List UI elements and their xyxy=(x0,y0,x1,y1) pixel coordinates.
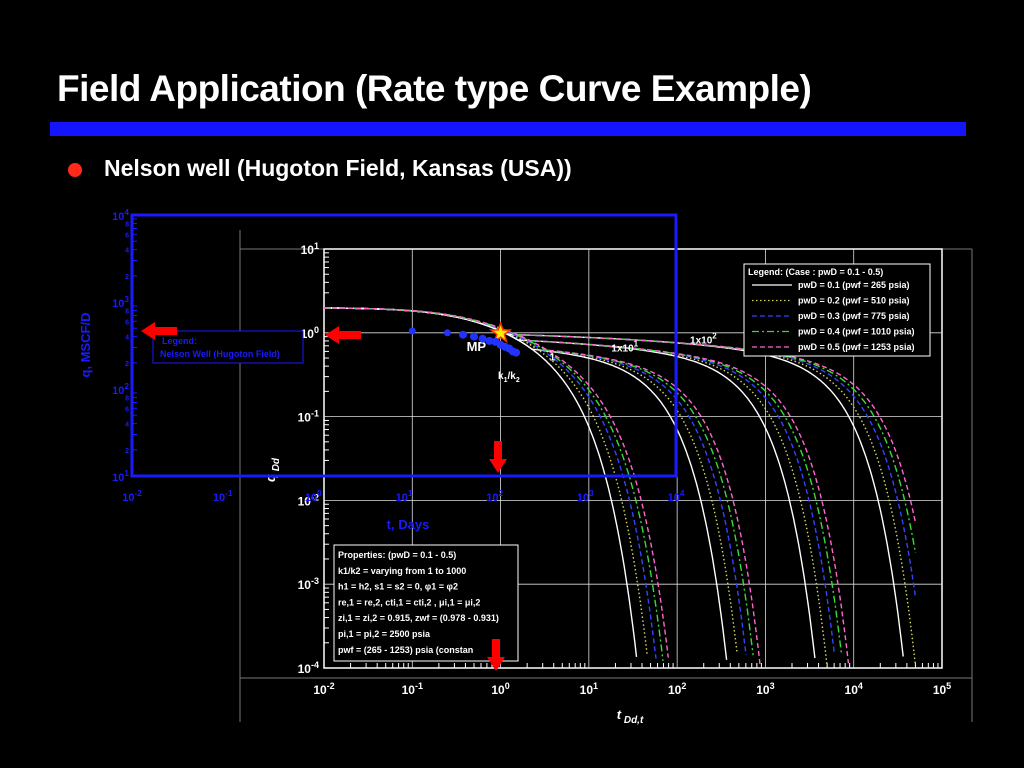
inset-x-tick-label: 10-1 xyxy=(213,489,233,504)
inset-y-minor-label: 6 xyxy=(125,406,129,413)
type-curve-100-5 xyxy=(324,307,850,664)
field-data-point xyxy=(478,334,487,343)
inset-y-minor-label: 8 xyxy=(125,308,129,315)
legend-entry-label: pwD = 0.1 (pwf = 265 psia) xyxy=(798,280,910,290)
inset-plot-frame xyxy=(130,213,678,478)
k-ratio-label: 1 xyxy=(550,352,556,363)
k-ratio-label: 1x102 xyxy=(690,331,717,346)
y-tick-label: 10-4 xyxy=(298,660,319,676)
legend-entry-label: pwD = 0.2 (pwf = 510 psia) xyxy=(798,296,910,306)
properties-line: h1 = h2, s1 = s2 = 0, φ1 = φ2 xyxy=(338,582,458,592)
field-data-point xyxy=(459,330,467,339)
x-tick-label: 105 xyxy=(933,681,951,697)
field-data-point xyxy=(443,329,451,337)
match-point-star xyxy=(488,320,513,344)
inset-y-tick-label: 101 xyxy=(112,469,129,484)
main-plot-frame xyxy=(323,248,943,669)
main-legend-box xyxy=(743,263,931,357)
legend-entry-label: pwD = 0.5 (pwf = 1253 psia) xyxy=(798,342,915,352)
field-data-point xyxy=(485,336,494,345)
properties-box xyxy=(333,544,519,662)
inset-x-tick-label: 102 xyxy=(486,489,503,504)
properties-line: zi,1 = zi,2 = 0.915, zwf = (0.978 - 0.93… xyxy=(338,613,499,623)
inset-legend-entry: Nelson Well (Hugoton Field) xyxy=(160,349,280,359)
main-legend-header: Legend: (Case : pwD = 0.1 - 0.5) xyxy=(748,267,883,277)
x-axis-label: t Dd,t xyxy=(617,707,644,726)
x-tick-label: 104 xyxy=(845,681,863,697)
match-point-label: MP xyxy=(467,339,487,354)
inset-y-tick-label: 102 xyxy=(112,382,129,397)
inset-y-minor-label: 2 xyxy=(125,274,129,281)
inset-x-tick-label: 101 xyxy=(396,489,413,504)
arrow-main-left xyxy=(325,326,361,344)
y-axis-label: q Dd xyxy=(263,457,282,482)
type-curve-1-3 xyxy=(324,307,657,659)
properties-line: re,1 = re,2, cti,1 = cti,2 , μi,1 = μi,2 xyxy=(338,597,480,607)
type-curve-1000-5 xyxy=(324,307,917,523)
bullet-dot xyxy=(68,163,82,177)
field-data-point xyxy=(512,348,521,357)
inset-y-minor-label: 4 xyxy=(125,335,129,342)
inset-y-tick-label: 103 xyxy=(112,295,129,310)
properties-line: k1/k2 = varying from 1 to 1000 xyxy=(338,566,466,576)
x-tick-label: 102 xyxy=(668,681,686,697)
inset-x-tick-label: 100 xyxy=(305,489,322,504)
inset-legend-title: Legend: xyxy=(162,336,197,346)
inset-y-tick-label: 104 xyxy=(112,208,129,223)
bullet-text: Nelson well (Hugoton Field, Kansas (USA)… xyxy=(104,155,572,181)
properties-line: pwf = (265 - 1253) psia (constan xyxy=(338,645,473,655)
inset-y-minor-label: 2 xyxy=(125,448,129,455)
properties-line: pi,1 = pi,2 = 2500 psia xyxy=(338,629,431,639)
type-curve-1000-2 xyxy=(324,307,917,666)
inset-y-minor-label: 4 xyxy=(125,248,129,255)
legend-entry-label: pwD = 0.3 (pwf = 775 psia) xyxy=(798,311,910,321)
inset-y-minor-label: 2 xyxy=(125,361,129,368)
type-curve-1-2 xyxy=(324,307,648,655)
inset-x-axis-label: t, Days xyxy=(387,517,430,532)
inset-x-tick-label: 103 xyxy=(577,489,594,504)
inset-y-minor-label: 6 xyxy=(125,232,129,239)
y-tick-label: 10-2 xyxy=(298,492,319,508)
k-ratio-caption: k1/k2 xyxy=(498,371,520,384)
arrow-inset-left xyxy=(141,322,177,340)
x-tick-label: 101 xyxy=(580,681,598,697)
x-tick-label: 10-2 xyxy=(313,681,334,697)
arrow-inset-down xyxy=(489,441,507,473)
x-tick-label: 10-1 xyxy=(402,681,423,697)
type-curve-1000-4 xyxy=(324,307,917,554)
arrow-main-down xyxy=(487,639,505,671)
y-tick-label: 10-3 xyxy=(298,576,319,592)
x-tick-label: 103 xyxy=(756,681,774,697)
inset-legend-box xyxy=(152,330,304,364)
y-tick-label: 101 xyxy=(301,241,319,257)
title-rule xyxy=(50,122,966,136)
legend-entry-label: pwD = 0.4 (pwf = 1010 psia) xyxy=(798,327,915,337)
page-title: Field Application (Rate type Curve Examp… xyxy=(57,68,812,109)
properties-line: Properties: (pwD = 0.1 - 0.5) xyxy=(338,550,456,560)
y-tick-label: 10-1 xyxy=(298,409,319,425)
inset-y-minor-label: 8 xyxy=(125,221,129,228)
inset-y-axis-label: q, MSCF/D xyxy=(78,313,93,378)
k-ratio-label: 1x101 xyxy=(611,339,638,354)
field-data-point xyxy=(470,332,478,341)
x-tick-label: 100 xyxy=(491,681,509,697)
field-data-point xyxy=(408,327,416,335)
inset-x-tick-label: 10-2 xyxy=(122,489,142,504)
y-tick-label: 100 xyxy=(301,325,319,341)
inset-y-minor-label: 4 xyxy=(125,422,129,429)
inset-x-tick-label: 104 xyxy=(668,489,685,504)
inset-y-minor-label: 6 xyxy=(125,319,129,326)
inset-y-minor-label: 8 xyxy=(125,395,129,402)
